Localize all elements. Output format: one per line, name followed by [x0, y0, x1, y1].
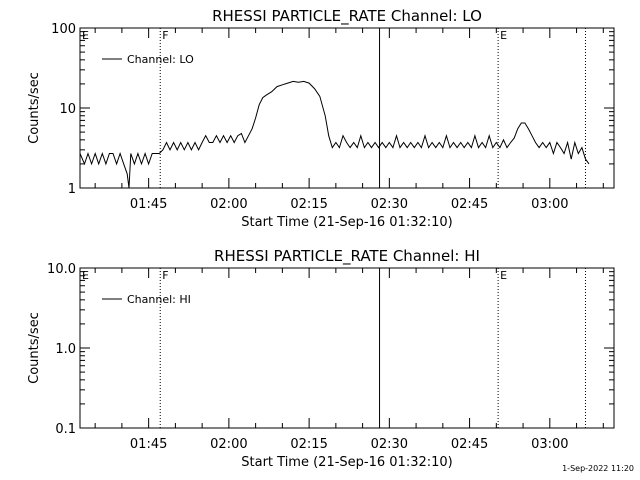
- x-tick-label: 02:30: [371, 197, 408, 212]
- y-tick-label: 1: [68, 182, 76, 197]
- x-tick-label: 01:45: [130, 197, 167, 212]
- y-axis-label: Counts/sec: [27, 312, 42, 384]
- legend-label: Channel: LO: [127, 53, 194, 66]
- x-tick-label: 01:45: [130, 437, 167, 452]
- x-axis-label: Start Time (21-Sep-16 01:32:10): [241, 455, 452, 470]
- y-tick-label: 100: [51, 22, 76, 37]
- legend-label: Channel: HI: [127, 293, 191, 306]
- flag-label: E: [500, 29, 507, 42]
- flag-label: F: [162, 269, 168, 282]
- y-tick-label: 0.1: [55, 422, 76, 437]
- x-tick-label: 03:00: [531, 197, 568, 212]
- x-tick-label: 02:00: [210, 197, 247, 212]
- x-tick-label: 02:45: [451, 437, 488, 452]
- x-tick-label: 03:00: [531, 437, 568, 452]
- chart-title: RHESSI PARTICLE_RATE Channel: HI: [214, 247, 480, 266]
- x-tick-label: 02:45: [451, 197, 488, 212]
- series-line-channel-lo: [79, 80, 590, 189]
- x-axis-label: Start Time (21-Sep-16 01:32:10): [241, 215, 452, 230]
- footer-timestamp: 1-Sep-2022 11:20: [562, 464, 634, 473]
- x-tick-label: 02:30: [371, 437, 408, 452]
- x-tick-label: 02:15: [290, 437, 327, 452]
- flag-label: E: [82, 29, 89, 42]
- y-tick-label: 10: [59, 102, 76, 117]
- y-axis-label: Counts/sec: [27, 72, 42, 144]
- flag-label: E: [500, 269, 507, 282]
- flag-label: F: [162, 29, 168, 42]
- chart-title: RHESSI PARTICLE_RATE Channel: LO: [212, 7, 482, 26]
- x-tick-label: 02:15: [290, 197, 327, 212]
- x-tick-label: 02:00: [210, 437, 247, 452]
- flag-label: E: [82, 269, 89, 282]
- y-tick-label: 1.0: [55, 342, 76, 357]
- y-tick-label: 10.0: [47, 262, 76, 277]
